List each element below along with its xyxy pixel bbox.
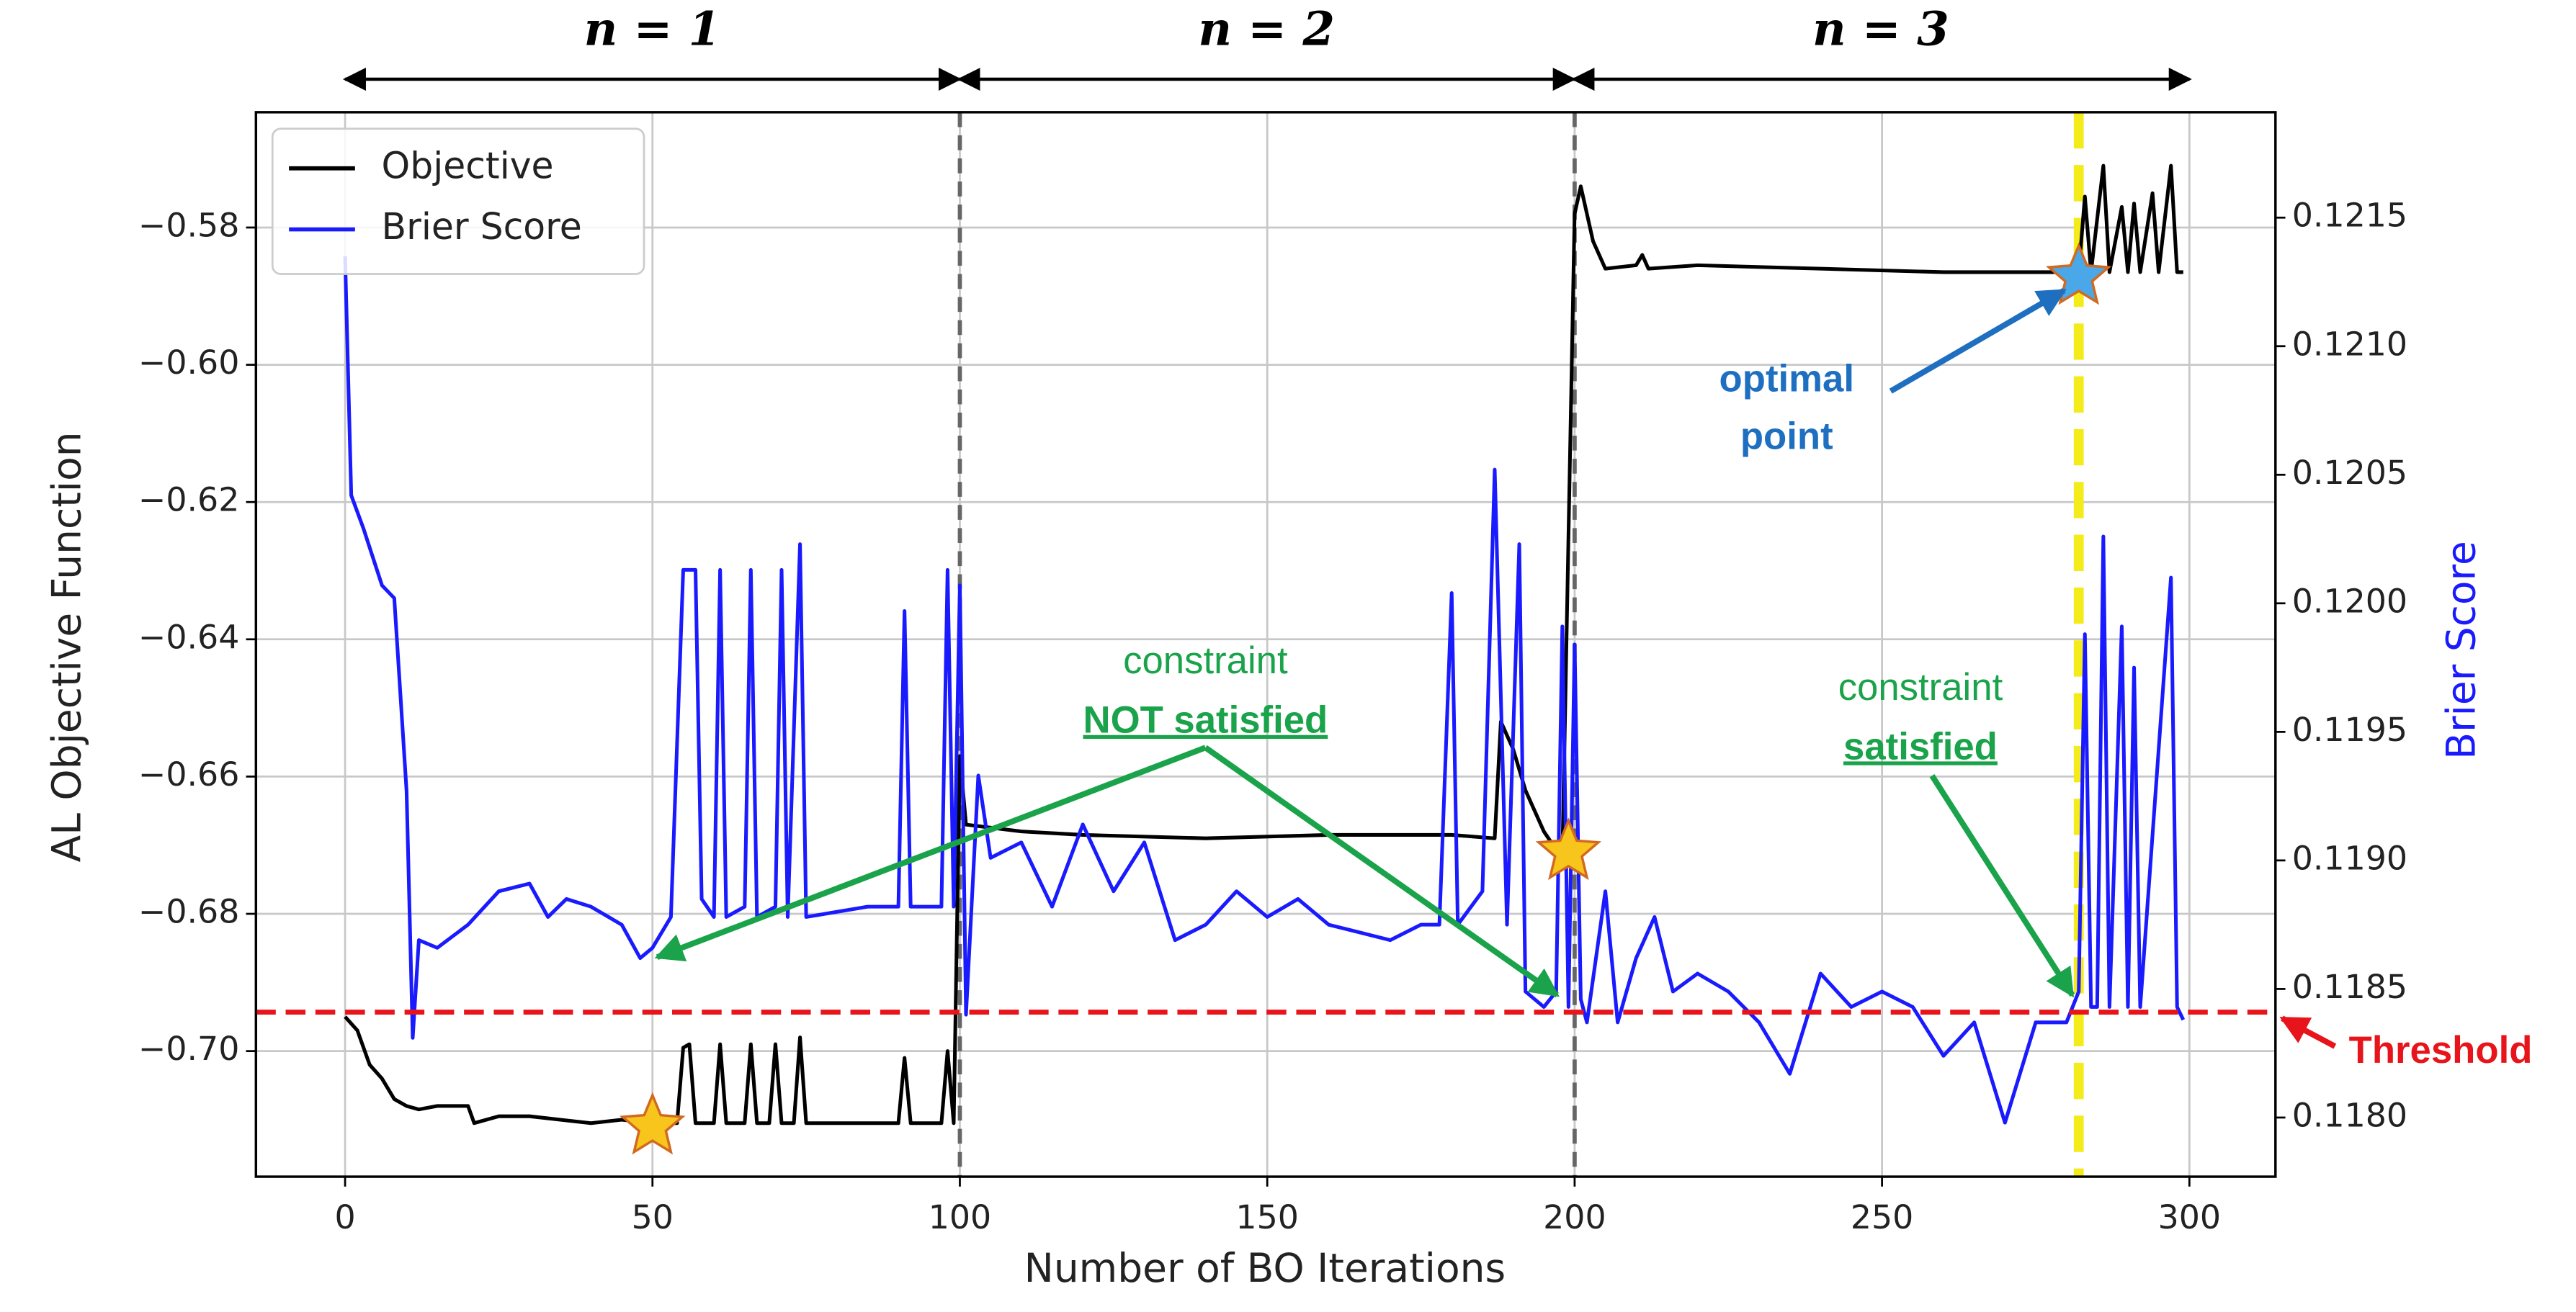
x-tick-label: 150 (1235, 1198, 1298, 1236)
x-tick-label: 200 (1543, 1198, 1606, 1236)
y2-tick-label: 0.1200 (2292, 581, 2407, 620)
n-label: n = 2 (1198, 2, 1335, 56)
plot-frame (254, 111, 2277, 1178)
legend-box (271, 127, 645, 275)
x-tick-label: 100 (929, 1198, 991, 1236)
annotation: constraint (1123, 639, 1288, 682)
y-tick-label: −0.70 (138, 1029, 239, 1068)
y-tick-label: −0.62 (138, 480, 239, 519)
n-label: n = 1 (584, 2, 721, 56)
annotation-arrow (1889, 287, 2067, 394)
annotation: constraint (1838, 666, 2003, 709)
y2-tick-label: 0.1195 (2292, 710, 2407, 749)
x-tick-label: 50 (632, 1198, 674, 1236)
x-tick-label: 250 (1851, 1198, 1913, 1236)
y2-tick-label: 0.1180 (2292, 1095, 2407, 1134)
y2-tick-label: 0.1215 (2292, 196, 2407, 235)
y-axis-label: AL Objective Function (43, 431, 89, 862)
star-marker (620, 1092, 686, 1155)
annotation-arrow (2279, 1015, 2337, 1049)
x-tick-label: 0 (334, 1198, 355, 1236)
star-marker (1535, 817, 1602, 881)
y2-tick-label: 0.1185 (2292, 967, 2407, 1006)
x-tick-label: 300 (2158, 1198, 2221, 1236)
annotation: satisfied (1843, 725, 1998, 768)
y2-axis-label: Brier Score (2438, 541, 2484, 760)
y2-tick-label: 0.1205 (2292, 453, 2407, 492)
annotation-arrow (1204, 745, 1560, 998)
y2-tick-label: 0.1210 (2292, 324, 2407, 363)
annotation: Threshold (2349, 1029, 2533, 1071)
annotation-arrow (1929, 773, 2075, 998)
annotation: NOT satisfied (1083, 699, 1328, 742)
y-tick-label: −0.68 (138, 892, 239, 931)
x-axis-label: Number of BO Iterations (1024, 1245, 1506, 1291)
y2-tick-label: 0.1190 (2292, 838, 2407, 877)
y-tick-label: −0.66 (138, 755, 239, 794)
annotation: optimal (1719, 357, 1854, 400)
y-tick-label: −0.60 (138, 343, 239, 382)
star-marker (2046, 242, 2112, 305)
y-tick-label: −0.64 (138, 617, 239, 656)
y-tick-label: −0.58 (138, 205, 239, 244)
overlay: 0 50 100 150 200 250 300 −0.70 −0.68 −0.66 −0.64 −0… (138, 127, 2407, 1236)
legend-label: Objective (382, 144, 554, 187)
annotation: point (1740, 415, 1833, 458)
series-line (344, 163, 2183, 1125)
legend-label: Brier Score (382, 205, 582, 248)
n-label: n = 3 (1812, 2, 1949, 56)
annotation-arrow (654, 745, 1207, 962)
